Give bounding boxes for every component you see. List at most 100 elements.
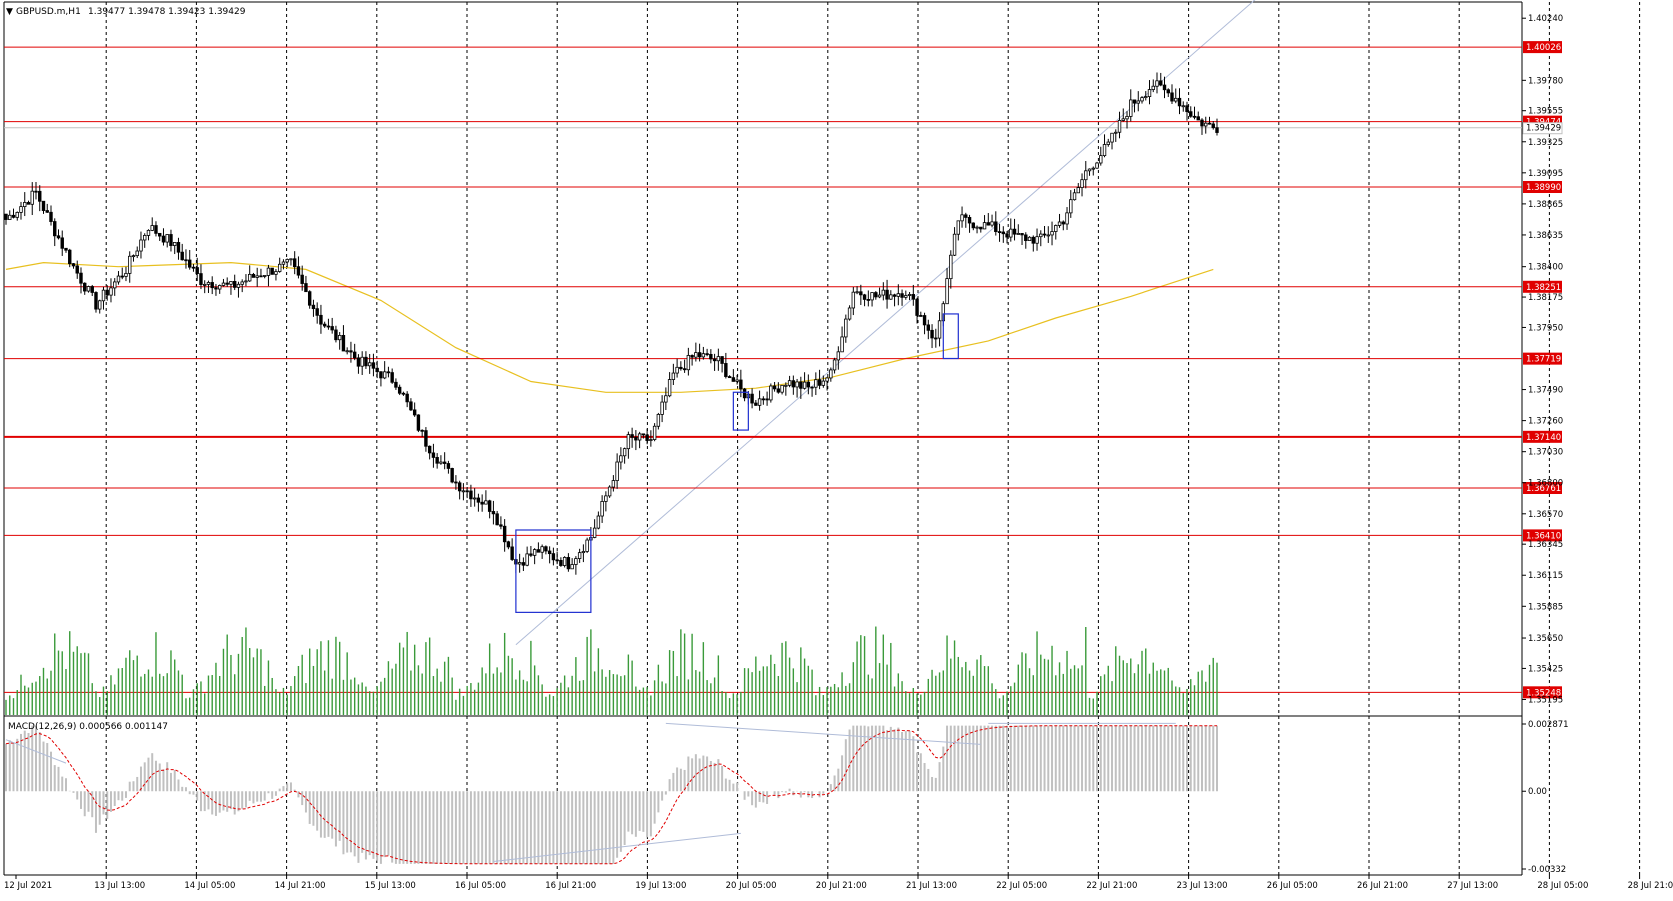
candle: [667, 372, 672, 398]
candle-body: [300, 274, 304, 284]
candle-body: [1076, 187, 1080, 194]
candle: [604, 491, 608, 512]
candle: [116, 271, 121, 285]
candle-body: [1117, 120, 1122, 133]
candle-body: [90, 286, 94, 293]
candle-body: [1035, 236, 1039, 244]
collapse-arrow-icon[interactable]: ▼: [6, 7, 13, 17]
candle-body: [979, 226, 983, 230]
candle-body: [1215, 127, 1219, 133]
range-box: [942, 313, 959, 360]
candle-body: [769, 385, 773, 401]
candle-body: [682, 368, 687, 371]
candle-body: [877, 294, 882, 298]
candle: [716, 348, 721, 371]
candle-body: [4, 213, 8, 220]
candle-body: [814, 379, 818, 388]
candles: [4, 72, 1219, 575]
candle: [53, 218, 57, 247]
candle-body: [607, 486, 612, 497]
candle-body: [971, 222, 976, 229]
candle: [79, 267, 83, 294]
candle-body: [1174, 97, 1178, 102]
candle-body: [866, 299, 871, 301]
candle-body: [480, 501, 484, 505]
candle: [371, 353, 376, 377]
time-label: 15 Jul 13:00: [365, 881, 416, 891]
candle: [1050, 221, 1054, 246]
candle-body: [1192, 115, 1197, 118]
candle-body: [592, 527, 597, 538]
candle-body: [1024, 234, 1028, 241]
candle-body: [581, 551, 586, 554]
candle: [1192, 106, 1197, 120]
candle-body: [660, 401, 664, 415]
candle-body: [397, 386, 402, 394]
candle: [457, 480, 462, 500]
candle: [870, 292, 874, 307]
candle-body: [352, 351, 357, 359]
candle: [236, 281, 241, 298]
candle-body: [274, 271, 278, 275]
candle-body: [952, 233, 957, 256]
candle-body: [367, 362, 372, 367]
candle: [1057, 213, 1062, 228]
candle: [1147, 80, 1152, 105]
candle: [1204, 116, 1208, 134]
candle: [904, 290, 908, 300]
candle-body: [188, 259, 192, 268]
candle-body: [15, 211, 19, 218]
candle: [1189, 106, 1193, 118]
candle-body: [694, 352, 698, 358]
price-label: 1.35195: [1528, 695, 1563, 705]
candle-body: [964, 214, 968, 218]
candle: [862, 293, 867, 307]
candle: [510, 538, 514, 561]
level-label: 1.37719: [1526, 355, 1561, 365]
price-label: 1.40240: [1528, 14, 1563, 24]
candle: [1012, 218, 1017, 241]
candle-body: [649, 439, 653, 441]
candle-body: [371, 362, 376, 369]
ohlc-readout: 1.39477 1.39478 1.39423 1.39429: [88, 7, 246, 17]
candle: [289, 258, 293, 266]
candle-body: [1140, 97, 1144, 102]
candle: [262, 275, 267, 279]
candle: [146, 229, 151, 241]
candle-body: [742, 388, 747, 399]
candle-body: [345, 350, 349, 353]
candle-body: [855, 291, 859, 294]
candle: [622, 447, 627, 464]
candle-body: [1095, 162, 1099, 169]
candle: [709, 349, 713, 364]
candle: [1016, 224, 1020, 235]
candle: [1132, 99, 1137, 113]
candle: [645, 428, 649, 445]
candle-body: [1170, 92, 1174, 102]
candle: [56, 229, 61, 240]
candle: [266, 264, 271, 287]
candle: [532, 548, 537, 565]
candle-body: [821, 380, 826, 386]
candle-body: [784, 384, 788, 387]
candle-body: [1200, 119, 1204, 127]
candle-body: [203, 283, 207, 286]
candle: [971, 222, 976, 231]
candle: [1102, 134, 1107, 158]
candle: [919, 311, 923, 317]
candle-body: [53, 221, 57, 237]
level-label-bg: [1523, 482, 1562, 495]
time-label: 28 Jul 05:00: [1537, 881, 1588, 891]
price-label: 1.39325: [1528, 138, 1563, 148]
candle: [315, 302, 319, 324]
candle: [311, 299, 316, 317]
candle-body: [1144, 96, 1148, 99]
time-label: 27 Jul 13:00: [1447, 881, 1498, 891]
candle-body: [975, 226, 979, 229]
candle-body: [71, 263, 76, 267]
candle-body: [817, 379, 822, 386]
candle: [1024, 232, 1028, 249]
candle-body: [364, 356, 368, 367]
